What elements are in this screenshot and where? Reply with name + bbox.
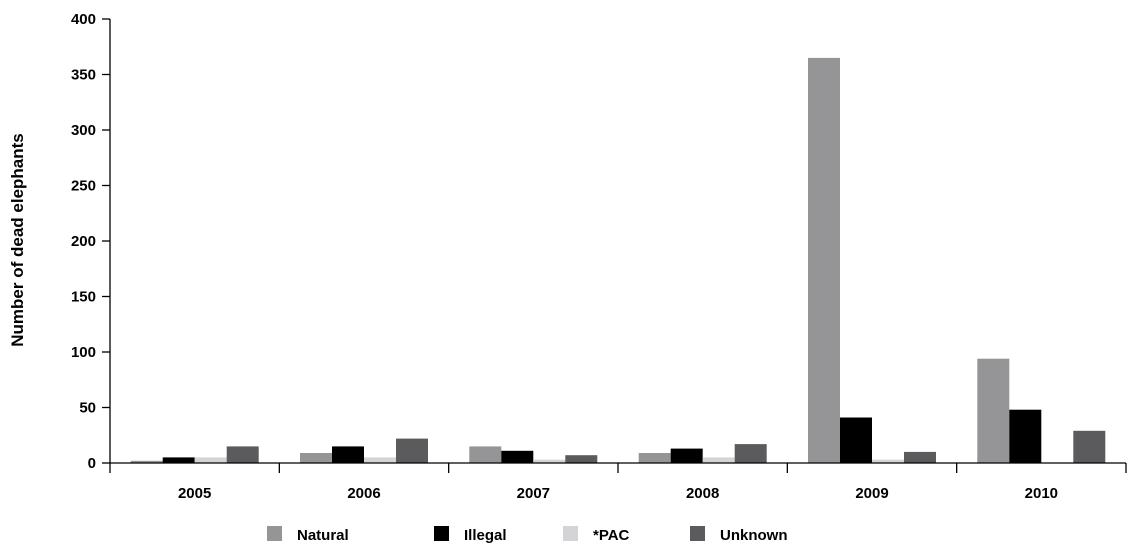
y-axis-title: Number of dead elephants [8,133,27,346]
y-tick-label: 0 [88,455,96,472]
bar-unknown-2006 [396,438,428,463]
legend-label-unknown: Unknown [720,527,788,544]
bar-illegal-2005 [162,457,195,463]
bar-natural-2006 [300,453,332,463]
y-tick-label: 100 [71,344,96,361]
x-tick-label-2005: 2005 [178,485,211,502]
bar-illegal-2007 [501,450,534,463]
legend-swatch-illegal [434,526,449,541]
y-tick-label: 50 [79,400,96,417]
y-axis: 0 50 100 150 200 250 300 350 400 [71,11,111,472]
bar-natural-2005 [130,460,163,463]
bar-natural-2007 [469,446,502,463]
bar-pac-2007 [533,459,566,463]
bar-illegal-2010 [1009,409,1042,463]
legend: Natural Illegal *PAC Unknown [267,526,788,544]
y-tick-label: 350 [71,67,96,84]
bar-unknown-2008 [734,444,767,463]
y-tick-label: 200 [71,233,96,250]
bar-illegal-2008 [670,448,703,463]
y-tick-label: 150 [71,289,96,306]
bar-natural-2010 [977,358,1010,463]
bar-pac-2005 [194,457,227,463]
legend-label-illegal: Illegal [464,527,507,544]
bar-illegal-2009 [840,417,872,463]
bar-natural-2008 [638,453,671,463]
bars-group [130,57,1106,464]
x-tick-label-2006: 2006 [347,485,380,502]
bar-unknown-2007 [565,455,598,463]
bar-unknown-2005 [226,446,259,463]
y-tick-label: 300 [71,122,96,139]
bar-unknown-2010 [1073,430,1106,463]
legend-swatch-unknown [690,526,705,541]
bar-unknown-2009 [904,451,936,463]
x-tick-label-2009: 2009 [855,485,888,502]
x-tick-label-2007: 2007 [517,485,550,502]
legend-label-pac: *PAC [593,527,630,544]
x-tick-label-2008: 2008 [686,485,719,502]
y-tick-label: 400 [71,11,96,28]
x-axis: 2005 2006 2007 2008 2009 2010 [109,462,1127,502]
x-tick-label-2010: 2010 [1025,485,1058,502]
bar-illegal-2006 [332,446,364,463]
bar-pac-2006 [364,457,396,463]
legend-label-natural: Natural [297,527,349,544]
bar-pac-2008 [702,457,735,463]
y-tick-label: 250 [71,178,96,195]
bar-natural-2009 [808,57,840,464]
legend-swatch-natural [267,526,282,541]
bar-pac-2009 [872,459,904,463]
legend-swatch-pac [563,526,578,541]
